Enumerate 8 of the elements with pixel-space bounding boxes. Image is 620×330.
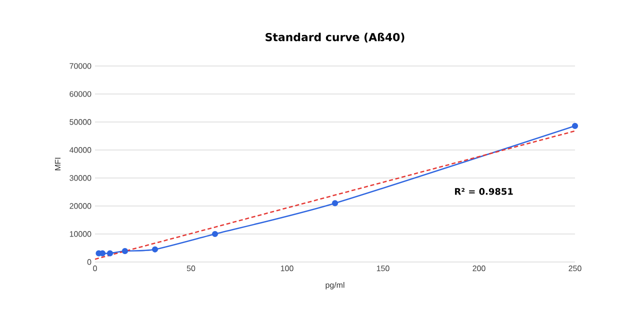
annotation: R² = 0.9851 xyxy=(455,188,513,195)
point xyxy=(212,230,218,238)
point xyxy=(152,246,158,252)
point xyxy=(332,200,338,206)
point xyxy=(572,122,578,129)
point xyxy=(122,248,128,254)
chart-title: Standard curve (Aß40) xyxy=(266,32,404,42)
point xyxy=(106,250,114,256)
